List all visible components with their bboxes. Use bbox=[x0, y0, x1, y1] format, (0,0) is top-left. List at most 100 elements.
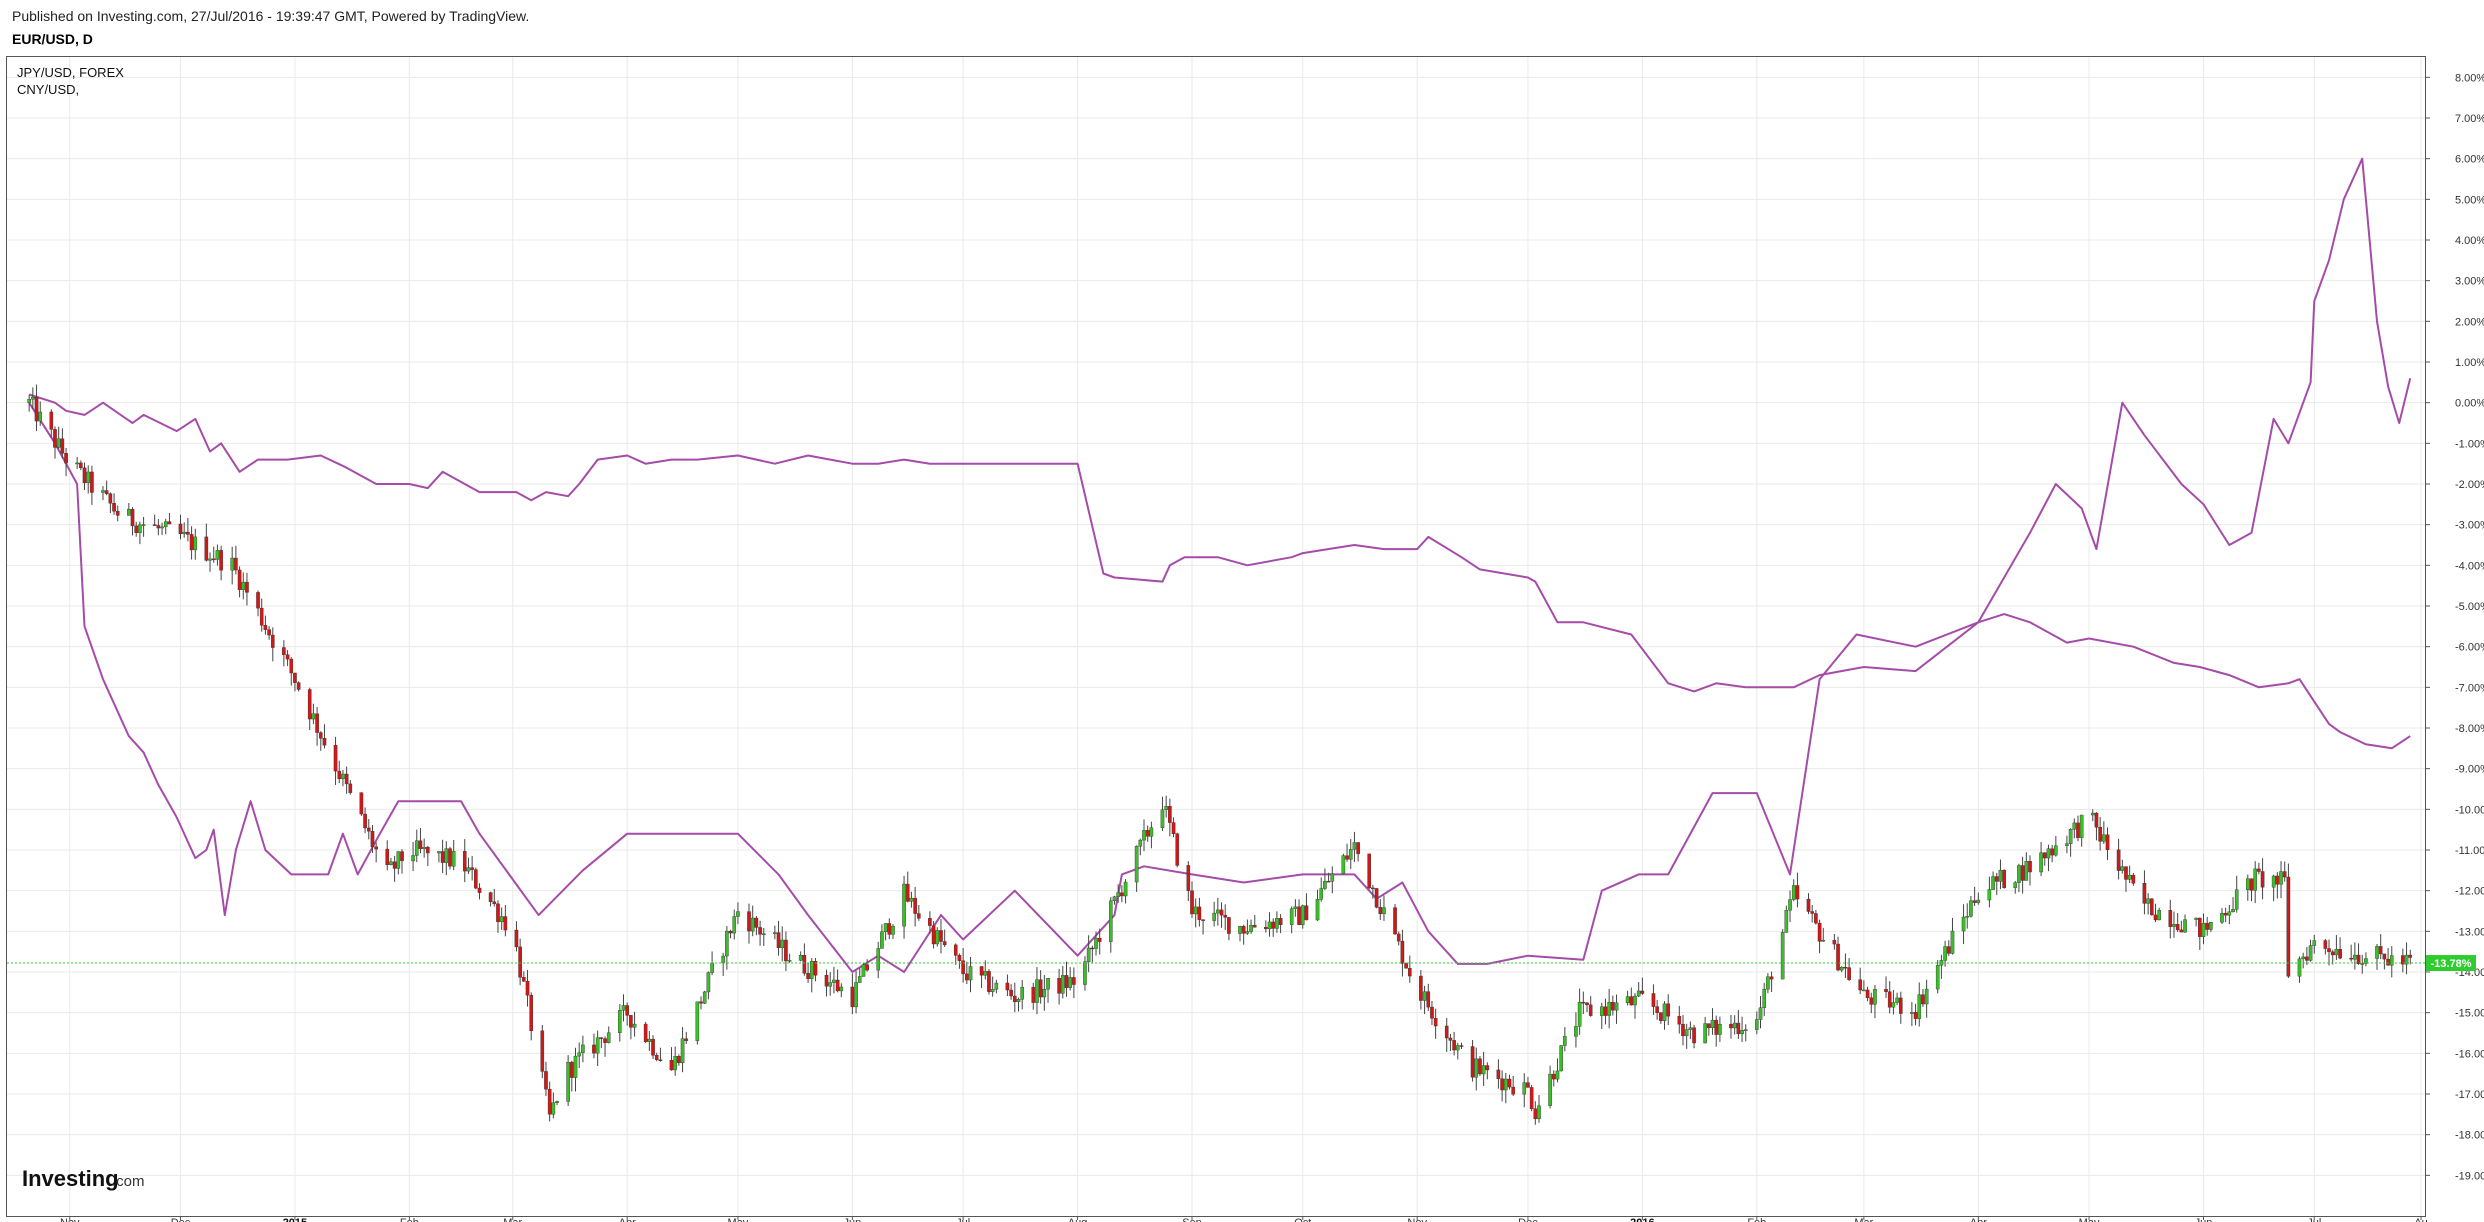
series-line-0 bbox=[28, 393, 2411, 750]
candle-up bbox=[891, 925, 895, 935]
candle-up bbox=[1791, 885, 1796, 900]
candle-up bbox=[1662, 1003, 1667, 1021]
candle-down bbox=[462, 851, 467, 872]
candle-down bbox=[496, 903, 500, 923]
x-tick-label: May bbox=[728, 1217, 749, 1222]
candle-up bbox=[1607, 1002, 1611, 1016]
candle-up bbox=[127, 508, 131, 516]
candle-down bbox=[1714, 1019, 1719, 1035]
candle-down bbox=[1817, 922, 1822, 942]
candle-up bbox=[1382, 907, 1386, 915]
candle-down bbox=[318, 732, 323, 739]
candle-down bbox=[1072, 977, 1076, 985]
y-tick-label: 1.00% bbox=[2455, 357, 2484, 369]
candle-up bbox=[241, 581, 246, 590]
candle-up bbox=[451, 851, 456, 867]
candle-up bbox=[2227, 911, 2232, 916]
candle-up bbox=[1503, 1078, 1508, 1091]
candle-down bbox=[1707, 1023, 1711, 1029]
candle-up bbox=[2360, 963, 2365, 965]
candle-up bbox=[990, 989, 995, 992]
candle-up bbox=[1149, 827, 1154, 837]
candle-up bbox=[2157, 909, 2162, 921]
candle-down bbox=[1884, 988, 1888, 992]
candle-up bbox=[828, 982, 833, 987]
candle-up bbox=[2389, 955, 2394, 966]
candle-down bbox=[824, 974, 829, 987]
candle-down bbox=[961, 960, 965, 975]
candle-up bbox=[2364, 958, 2368, 964]
candle-up bbox=[2209, 922, 2213, 930]
candle-down bbox=[1478, 1058, 1482, 1075]
candle-down bbox=[1371, 887, 1375, 890]
candle-up bbox=[839, 986, 844, 992]
candle-down bbox=[1326, 880, 1331, 883]
candle-up bbox=[208, 558, 212, 561]
y-tick-label: 2.00% bbox=[2455, 316, 2484, 328]
candle-up bbox=[1249, 924, 1253, 932]
candle-down bbox=[53, 429, 57, 448]
candle-up bbox=[499, 916, 504, 923]
candle-down bbox=[219, 550, 223, 571]
candle-down bbox=[1529, 1087, 1534, 1109]
candle-down bbox=[2401, 955, 2405, 965]
candle-down bbox=[1223, 914, 1228, 918]
candle-down bbox=[2386, 958, 2390, 966]
candle-up bbox=[215, 550, 220, 560]
candle-up bbox=[341, 773, 345, 780]
candle-down bbox=[1651, 993, 1656, 1007]
candle-up bbox=[1710, 1019, 1715, 1029]
y-axis[interactable]: 8.00% 7.00% 6.00% 5.00% 4.00% 3.00% 2.00% 1.00%… bbox=[7, 72, 2484, 1182]
candle-up bbox=[2183, 919, 2187, 933]
candle-up bbox=[1245, 931, 1250, 934]
candle-up bbox=[1976, 899, 1981, 903]
candle-down bbox=[654, 1055, 659, 1060]
candle-up bbox=[1998, 869, 2003, 882]
candle-up bbox=[1688, 1027, 1693, 1030]
candle-up bbox=[1839, 966, 1844, 971]
candle-up bbox=[2054, 845, 2058, 856]
candle-down bbox=[2275, 875, 2280, 885]
candle-up bbox=[809, 960, 814, 979]
candle-up bbox=[1987, 889, 1992, 901]
candle-up bbox=[1703, 1023, 1707, 1044]
candle-up bbox=[1537, 1105, 1541, 1120]
candle-down bbox=[2249, 878, 2254, 891]
candle-down bbox=[522, 977, 526, 982]
candle-up bbox=[2068, 829, 2073, 844]
candle-up bbox=[193, 536, 198, 551]
candle-up bbox=[1134, 845, 1139, 883]
y-tick-label: -2.00% bbox=[2455, 479, 2484, 491]
candle-down bbox=[669, 1060, 674, 1071]
x-tick-label: Nov bbox=[1407, 1217, 1427, 1222]
candle-down bbox=[49, 411, 54, 430]
candle-down bbox=[965, 973, 969, 981]
chart-symbol-title: EUR/USD, D bbox=[12, 31, 93, 47]
y-tick-label: -7.00% bbox=[2455, 682, 2484, 694]
logo-suffix: .com bbox=[112, 1173, 145, 1190]
candle-up bbox=[595, 1037, 600, 1054]
candle-up bbox=[1068, 977, 1072, 988]
candle-down bbox=[1581, 1001, 1586, 1004]
candle-down bbox=[1666, 1003, 1671, 1017]
x-axis[interactable]: Nov Dec 2015 Feb Mar Apr May Jun Jul Aug Sep Oct Nov… bbox=[60, 1216, 2428, 1222]
candle-up bbox=[1574, 1026, 1578, 1037]
candle-down bbox=[802, 955, 807, 974]
candle-up bbox=[857, 976, 862, 983]
candle-down bbox=[1009, 989, 1013, 997]
candle-down bbox=[887, 923, 892, 935]
candle-down bbox=[307, 689, 312, 720]
candle-up bbox=[880, 931, 884, 949]
candle-down bbox=[931, 925, 936, 945]
candle-up bbox=[160, 526, 164, 529]
y-tick-label: 6.00% bbox=[2455, 154, 2484, 166]
candle-down bbox=[625, 1005, 629, 1016]
x-tick-label: Apr bbox=[619, 1217, 636, 1222]
y-tick-label: -16.00% bbox=[2455, 1048, 2484, 1060]
candle-down bbox=[333, 744, 338, 772]
legend-entry-cny-usd: CNY/USD, bbox=[17, 82, 79, 97]
candle-up bbox=[1086, 947, 1091, 962]
candle-down bbox=[544, 1071, 548, 1090]
candle-down bbox=[928, 918, 932, 926]
